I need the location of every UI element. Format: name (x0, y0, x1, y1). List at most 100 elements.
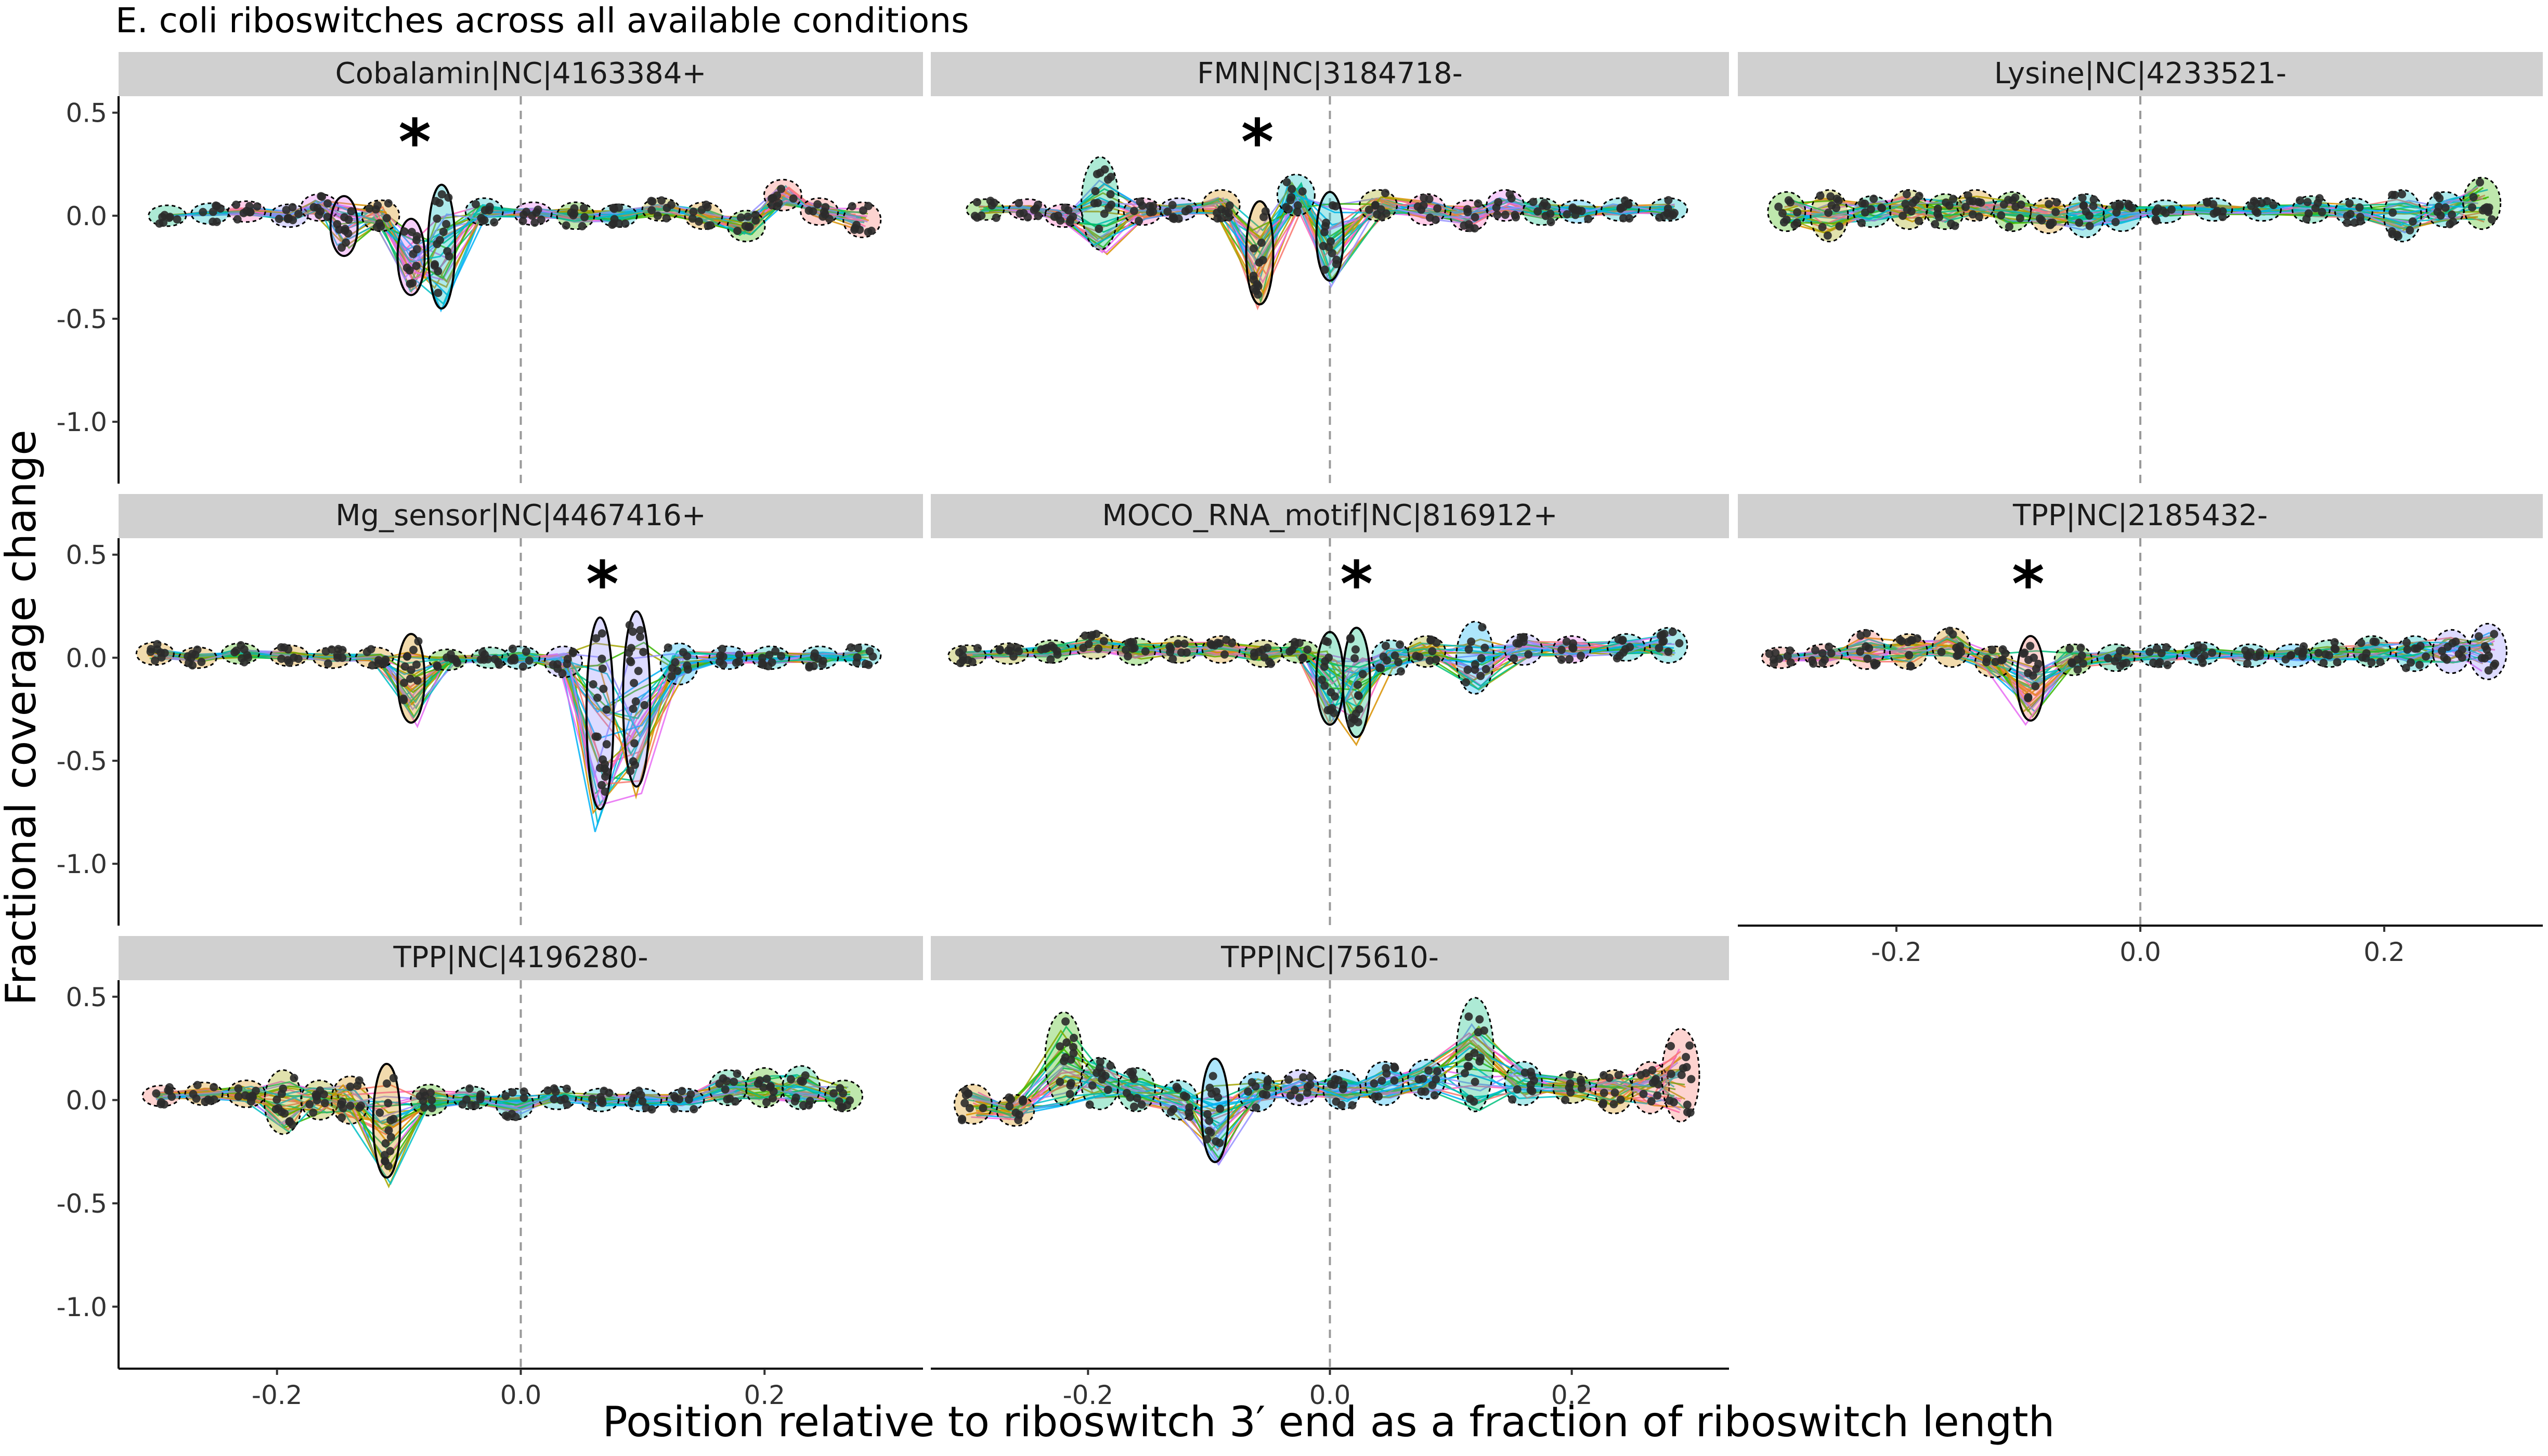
data-point (519, 1094, 528, 1102)
data-point (1056, 1042, 1064, 1051)
data-point (2163, 660, 2172, 669)
data-point (2433, 207, 2442, 216)
data-point (389, 1074, 398, 1083)
data-point (173, 215, 181, 224)
data-point (2408, 217, 2417, 226)
data-point (1908, 636, 1917, 645)
significance-star: * (398, 107, 431, 179)
facet-strip (119, 52, 923, 96)
data-point (597, 781, 606, 789)
data-point (1937, 647, 1946, 656)
data-point (848, 202, 856, 211)
data-point (1783, 652, 1792, 660)
data-point (305, 1100, 314, 1109)
data-point (1824, 209, 1833, 217)
data-point (485, 206, 493, 215)
data-point (1557, 645, 1566, 654)
data-point (2299, 642, 2308, 651)
data-point (1205, 1084, 1214, 1092)
data-point (1338, 1085, 1347, 1094)
data-point (1212, 1137, 1220, 1146)
data-point (1861, 208, 1869, 217)
data-point (1529, 198, 1538, 206)
data-point (562, 1084, 571, 1093)
data-point (2247, 201, 2256, 210)
data-point (1668, 628, 1677, 636)
data-point (1786, 198, 1795, 207)
data-point (519, 1087, 528, 1096)
data-point (629, 627, 637, 636)
data-point (1124, 639, 1133, 647)
cluster-ellipse (2029, 197, 2069, 235)
data-point (2111, 218, 2120, 226)
data-point (821, 203, 830, 212)
data-point (365, 204, 374, 213)
facet-panel: Lysine|NC|4233521- (1738, 52, 2543, 484)
data-point (1464, 1062, 1473, 1071)
data-point (2115, 646, 2124, 655)
data-point (525, 656, 534, 665)
data-point (1816, 191, 1825, 200)
condition-trace (975, 1038, 1687, 1113)
data-point (400, 227, 409, 236)
data-point (1259, 213, 1268, 222)
data-point (1818, 649, 1827, 658)
data-point (465, 1084, 474, 1093)
data-point (1527, 1071, 1536, 1080)
data-point (406, 674, 414, 683)
data-point (1049, 643, 1058, 652)
data-point (2079, 659, 2088, 668)
data-point (821, 210, 829, 219)
data-point (1306, 1080, 1315, 1089)
data-point (1618, 636, 1627, 645)
data-point (1862, 642, 1870, 651)
data-point (769, 1087, 778, 1096)
data-point (1670, 209, 1679, 217)
data-point (495, 660, 504, 669)
condition-trace (1779, 636, 2492, 684)
data-point (1501, 211, 1510, 219)
data-point (2256, 652, 2264, 660)
data-point (2298, 649, 2307, 658)
data-point (1015, 647, 1023, 656)
data-point (1168, 655, 1177, 664)
data-point (1463, 666, 1472, 674)
data-point (1818, 223, 1827, 231)
data-point (246, 207, 255, 216)
data-point (1383, 656, 1392, 665)
data-point (964, 656, 972, 665)
x-tick-label: 0.0 (1309, 1380, 1351, 1410)
data-point (1064, 206, 1073, 215)
data-point (1306, 1073, 1315, 1082)
data-point (280, 1109, 289, 1118)
data-point (621, 219, 630, 228)
data-point (2243, 659, 2252, 668)
data-point (1599, 1099, 1608, 1108)
data-point (719, 652, 727, 661)
data-point (159, 218, 168, 227)
data-point (1977, 198, 1985, 207)
data-point (442, 219, 451, 228)
data-point (407, 666, 415, 674)
data-point (689, 207, 698, 216)
data-point (1397, 667, 1405, 676)
data-point (638, 1097, 647, 1106)
data-point (631, 760, 639, 769)
data-point (340, 213, 349, 222)
data-point (1185, 1112, 1194, 1121)
data-point (1577, 652, 1585, 660)
data-point (2448, 210, 2456, 219)
data-point (965, 1104, 974, 1112)
data-point (1562, 637, 1571, 646)
data-point (462, 1095, 471, 1104)
data-point (1988, 645, 1997, 654)
data-point (601, 772, 609, 781)
data-point (1790, 220, 1799, 229)
data-point (956, 659, 965, 668)
data-point (1471, 213, 1479, 222)
data-point (1466, 1095, 1475, 1103)
data-point (1474, 199, 1483, 208)
data-point (756, 1076, 764, 1085)
data-point (2356, 213, 2364, 222)
data-point (2167, 205, 2176, 214)
